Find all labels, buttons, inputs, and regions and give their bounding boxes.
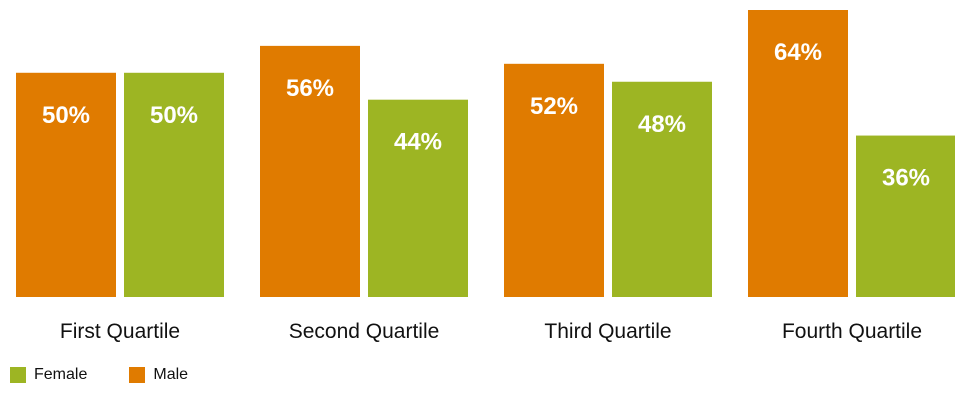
legend-label-male: Male <box>153 366 189 383</box>
bar-female-2 <box>368 99 468 297</box>
bar-female-3 <box>612 81 712 297</box>
category-label-4: Fourth Quartile <box>782 320 922 343</box>
chart-legend: Female Male <box>10 366 230 384</box>
bar-chart: 50% 50% First Quartile 56% 44% Second Quartil… <box>16 10 955 343</box>
data-label-male-1: 50% <box>42 102 90 129</box>
legend-swatch-female <box>10 367 26 383</box>
category-label-3: Third Quartile <box>544 320 671 343</box>
bar-male-4 <box>748 10 848 297</box>
bar-female-1 <box>124 72 224 297</box>
legend-label-female: Female <box>34 366 88 383</box>
data-label-male-3: 52% <box>530 93 578 120</box>
legend-swatch-male <box>129 367 146 383</box>
data-label-male-4: 64% <box>774 39 822 66</box>
bar-female-4 <box>856 135 955 297</box>
category-label-1: First Quartile <box>60 320 180 343</box>
data-label-female-2: 44% <box>394 129 442 156</box>
bar-male-2 <box>260 45 360 297</box>
data-label-female-3: 48% <box>638 111 686 138</box>
data-label-male-2: 56% <box>286 75 334 102</box>
bar-male-3 <box>504 63 604 297</box>
data-label-female-4: 36% <box>882 165 930 192</box>
data-label-female-1: 50% <box>150 102 198 129</box>
legend-item-male: Male <box>129 366 188 384</box>
legend-item-female: Female <box>10 366 87 384</box>
category-label-2: Second Quartile <box>289 320 440 343</box>
bar-male-1 <box>16 72 116 297</box>
